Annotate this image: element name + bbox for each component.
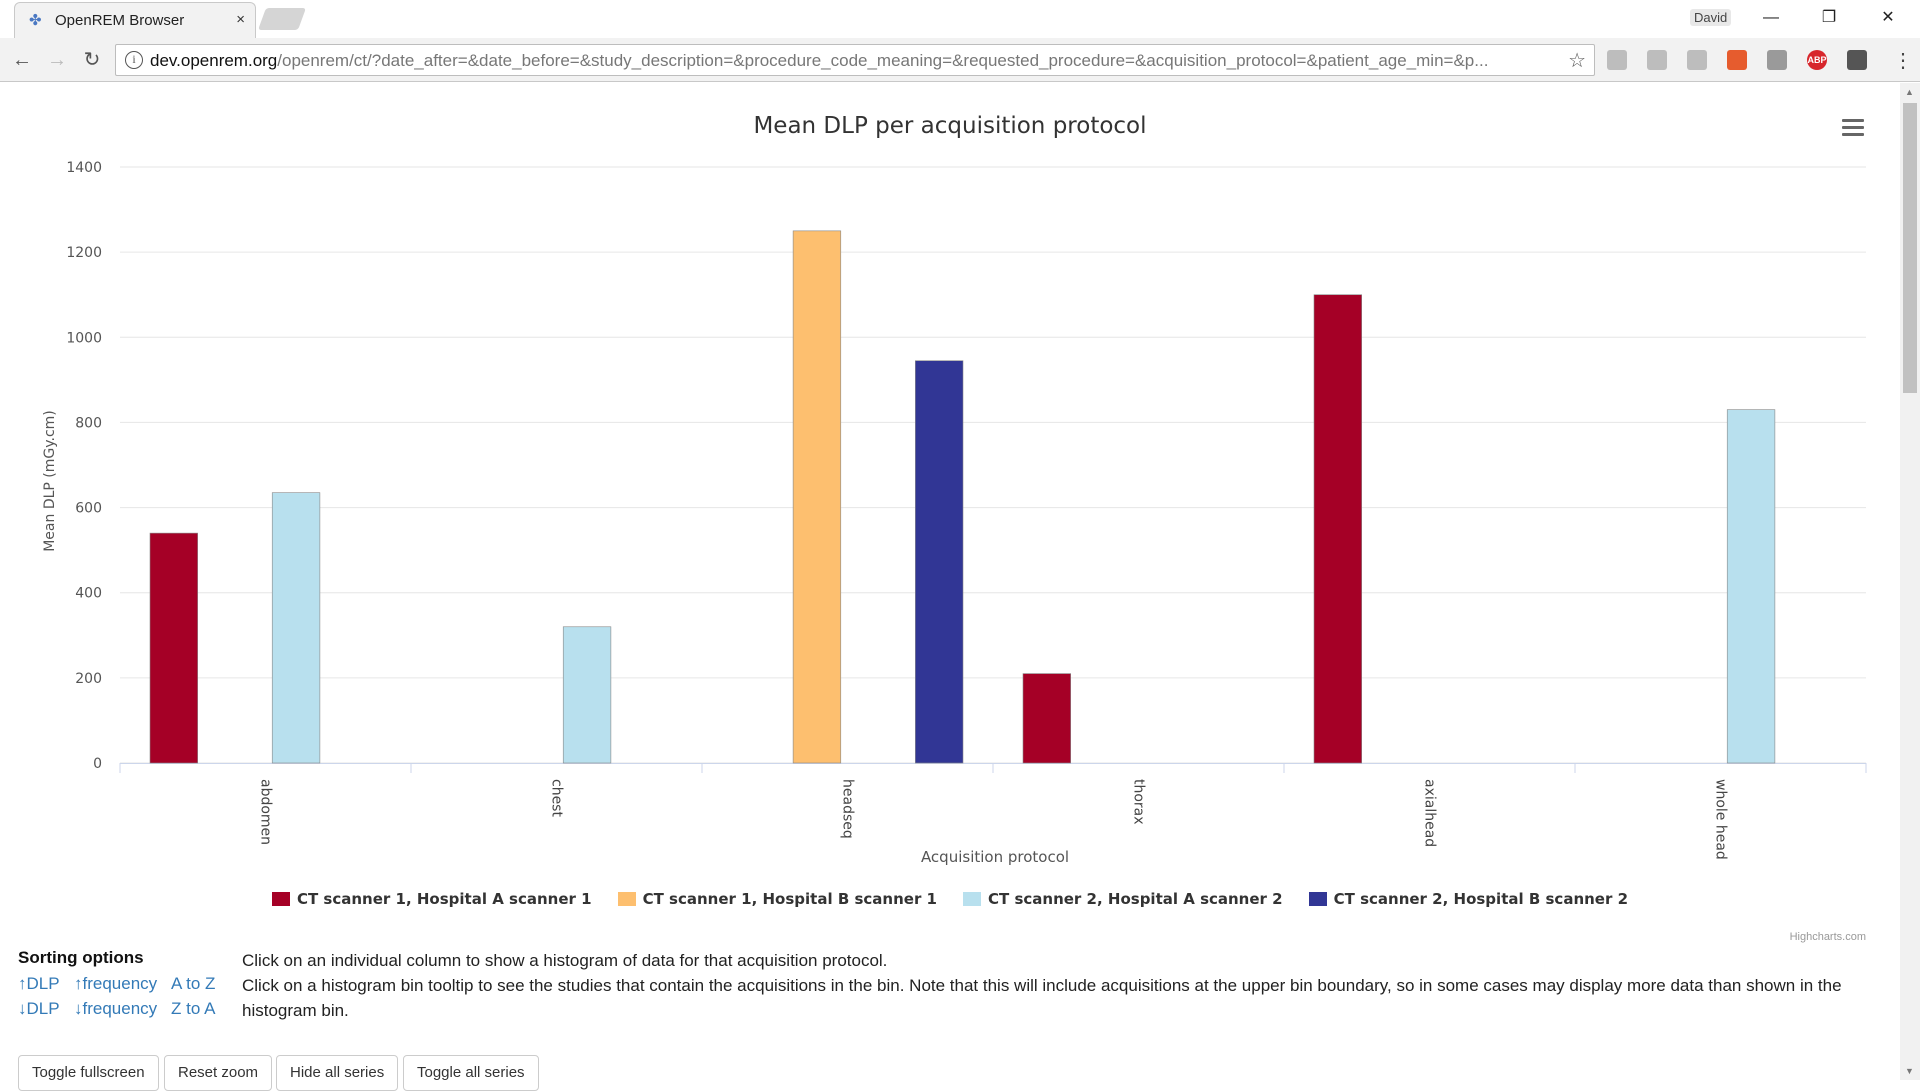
page-extension-icon[interactable] xyxy=(1687,50,1707,70)
info-text-line-1: Click on an individual column to show a … xyxy=(242,951,888,970)
forward-icon[interactable]: → xyxy=(47,49,67,71)
bar[interactable] xyxy=(1313,294,1362,764)
back-icon[interactable]: ← xyxy=(12,49,32,71)
bar[interactable] xyxy=(792,230,842,764)
legend-item[interactable]: CT scanner 1, Hospital B scanner 1 xyxy=(617,890,937,908)
drive-extension-icon[interactable] xyxy=(1607,50,1627,70)
sorting-options-title: Sorting options xyxy=(18,948,144,967)
chart-container: 0 200 400 600 800 1000 1200 1400 abdomen chest hea… xyxy=(0,83,1900,953)
y-tick-label: 800 xyxy=(75,415,102,431)
info-text-line-2: Click on a histogram bin tooltip to see … xyxy=(242,976,1842,1020)
x-category-label: abdomen xyxy=(258,779,274,845)
legend-label: CT scanner 1, Hospital B scanner 1 xyxy=(642,890,937,908)
office-extension-icon[interactable] xyxy=(1727,50,1747,70)
bar[interactable] xyxy=(562,626,612,764)
reload-icon[interactable]: ↻ xyxy=(83,49,101,71)
page-content: 0 200 400 600 800 1000 1200 1400 abdomen chest hea… xyxy=(0,83,1900,1091)
tab-close-icon[interactable]: × xyxy=(236,11,245,28)
y-tick-label: 200 xyxy=(75,671,102,687)
minimize-icon[interactable]: — xyxy=(1763,9,1779,26)
bar[interactable] xyxy=(149,532,198,764)
legend-label: CT scanner 2, Hospital A scanner 2 xyxy=(988,890,1283,908)
toggle-all-series-button[interactable]: Toggle all series xyxy=(403,1055,539,1091)
pdf-extension-icon[interactable] xyxy=(1647,50,1667,70)
chart-title: Mean DLP per acquisition protocol xyxy=(753,113,1147,139)
legend-label: CT scanner 1, Hospital A scanner 1 xyxy=(296,890,592,908)
x-category-label: thorax xyxy=(1131,779,1147,825)
bookmark-star-icon[interactable]: ☆ xyxy=(1568,50,1586,72)
legend-item[interactable]: CT scanner 2, Hospital A scanner 2 xyxy=(963,890,1283,908)
bar[interactable] xyxy=(271,492,321,764)
legend-item[interactable]: CT scanner 1, Hospital A scanner 1 xyxy=(271,890,592,908)
restore-icon[interactable]: ❐ xyxy=(1821,9,1837,26)
scrollbar-thumb[interactable] xyxy=(1903,103,1917,393)
highcharts-credits[interactable]: Highcharts.com xyxy=(1789,931,1866,943)
legend-item[interactable]: CT scanner 2, Hospital B scanner 2 xyxy=(1308,890,1629,908)
sort-frequency-descending-link[interactable]: ↓frequency xyxy=(74,999,158,1018)
x-category-label: headseq xyxy=(840,779,856,839)
y-tick-label: 1000 xyxy=(66,330,102,346)
legend-swatch xyxy=(1308,892,1327,906)
y-axis-title: Mean DLP (mGy.cm) xyxy=(42,410,58,552)
hide-all-series-button[interactable]: Hide all series xyxy=(276,1055,399,1091)
address-bar[interactable]: i dev.openrem.org/openrem/ct/?date_after… xyxy=(115,44,1595,76)
mask-extension-icon[interactable] xyxy=(1847,50,1867,70)
toggle-fullscreen-button[interactable]: Toggle fullscreen xyxy=(18,1055,159,1091)
bar[interactable] xyxy=(1022,673,1071,764)
chart-svg: 0 200 400 600 800 1000 1200 1400 abdomen chest hea… xyxy=(66,160,1867,860)
chart-legend: CT scanner 1, Hospital A scanner 1 CT sca… xyxy=(0,890,1900,908)
sort-a-to-z-link[interactable]: A to Z xyxy=(171,974,216,993)
x-category-label: whole head xyxy=(1713,779,1729,860)
legend-swatch xyxy=(617,892,636,906)
x-category-label: chest xyxy=(549,779,565,817)
legend-swatch xyxy=(271,892,290,906)
url-text[interactable]: dev.openrem.org/openrem/ct/?date_after=&… xyxy=(150,51,1489,70)
profile-name-badge[interactable]: David xyxy=(1690,9,1732,26)
browser-toolbar: ← → ↻ i dev.openrem.org/openrem/ct/?date… xyxy=(0,38,1920,82)
browser-tab[interactable]: ✤ OpenREM Browser × xyxy=(14,2,256,38)
y-tick-label: 600 xyxy=(75,501,102,517)
y-tick-label: 1400 xyxy=(66,160,102,176)
bar[interactable] xyxy=(915,360,964,764)
snip-extension-icon[interactable] xyxy=(1767,50,1787,70)
sort-dlp-descending-link[interactable]: ↓DLP xyxy=(18,999,60,1018)
reset-zoom-button[interactable]: Reset zoom xyxy=(164,1055,273,1091)
legend-label: CT scanner 2, Hospital B scanner 2 xyxy=(1333,890,1629,908)
sort-dlp-ascending-link[interactable]: ↑DLP xyxy=(18,974,60,993)
site-info-icon[interactable]: i xyxy=(125,51,143,69)
openrem-favicon-icon: ✤ xyxy=(29,12,42,29)
adblock-extension-icon[interactable]: ABP xyxy=(1807,50,1827,70)
browser-tab-strip: ✤ OpenREM Browser × David — ❐ ✕ xyxy=(0,0,1920,38)
new-tab-button[interactable] xyxy=(257,8,307,30)
y-tick-label: 1200 xyxy=(66,245,102,261)
y-tick-label: 0 xyxy=(93,756,102,772)
y-tick-label: 400 xyxy=(75,586,102,602)
x-category-label: axialhead xyxy=(1422,779,1438,847)
close-window-icon[interactable]: ✕ xyxy=(1881,9,1895,26)
scroll-down-arrow-icon[interactable]: ▼ xyxy=(1905,1066,1914,1076)
browser-menu-icon[interactable]: ⋮ xyxy=(1893,50,1913,72)
sort-z-to-a-link[interactable]: Z to A xyxy=(171,999,216,1018)
bar[interactable] xyxy=(1726,409,1776,764)
x-axis-title: Acquisition protocol xyxy=(920,848,1070,866)
legend-swatch xyxy=(963,892,981,906)
hamburger-menu-icon[interactable] xyxy=(1842,119,1864,137)
sort-frequency-ascending-link[interactable]: ↑frequency xyxy=(74,974,158,993)
page-scrollbar[interactable]: ▲ ▼ xyxy=(1900,83,1920,1080)
scroll-up-arrow-icon[interactable]: ▲ xyxy=(1905,87,1914,97)
tab-title: OpenREM Browser xyxy=(55,12,185,29)
